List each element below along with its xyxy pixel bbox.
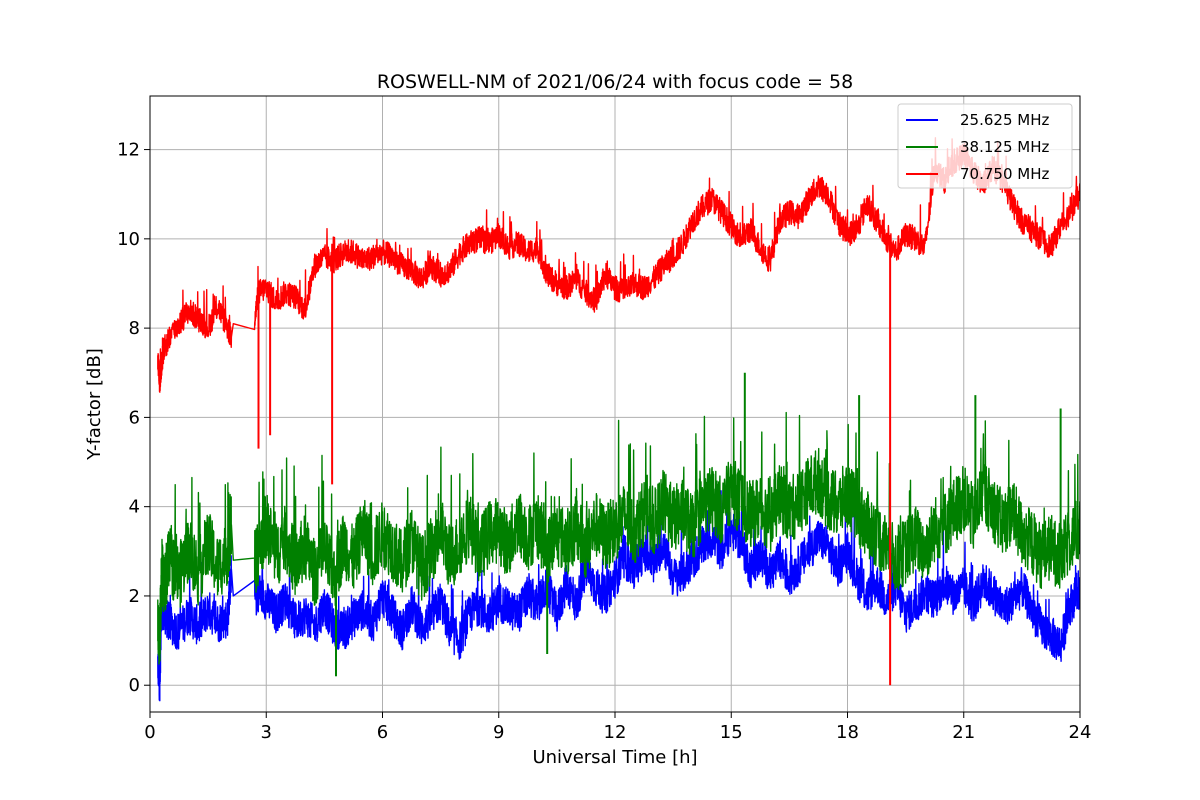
x-tick-label: 6 bbox=[377, 722, 388, 743]
x-tick-label: 0 bbox=[144, 722, 155, 743]
y-tick-label: 10 bbox=[117, 229, 140, 250]
series-line-1 bbox=[157, 490, 1080, 702]
x-tick-label: 18 bbox=[836, 722, 859, 743]
chart-title: ROSWELL-NM of 2021/06/24 with focus code… bbox=[377, 71, 853, 93]
x-axis-label: Universal Time [h] bbox=[532, 747, 697, 768]
legend-label: 25.625 MHz bbox=[960, 111, 1049, 129]
y-tick-label: 8 bbox=[129, 318, 140, 339]
series-line-2 bbox=[157, 411, 1080, 665]
y-tick-label: 4 bbox=[129, 497, 140, 518]
x-tick-label: 24 bbox=[1069, 722, 1092, 743]
x-tick-label: 9 bbox=[493, 722, 504, 743]
y-axis-label: Y-factor [dB] bbox=[84, 348, 105, 461]
y-tick-label: 6 bbox=[129, 407, 140, 428]
y-tick-label: 12 bbox=[117, 140, 140, 161]
x-tick-label: 21 bbox=[952, 722, 975, 743]
series-group bbox=[157, 137, 1080, 702]
series-line-3 bbox=[157, 137, 1080, 393]
legend-label: 70.750 MHz bbox=[960, 165, 1049, 183]
legend: 25.625 MHz 38.125 MHz 70.750 MHz bbox=[897, 103, 1073, 189]
x-tick-label: 15 bbox=[720, 722, 743, 743]
y-tick-label: 2 bbox=[129, 586, 140, 607]
legend-box bbox=[897, 103, 1073, 189]
x-tick-label: 3 bbox=[261, 722, 272, 743]
legend-label: 38.125 MHz bbox=[960, 138, 1049, 156]
y-tick-label: 0 bbox=[129, 675, 140, 696]
x-tick-label: 12 bbox=[604, 722, 627, 743]
